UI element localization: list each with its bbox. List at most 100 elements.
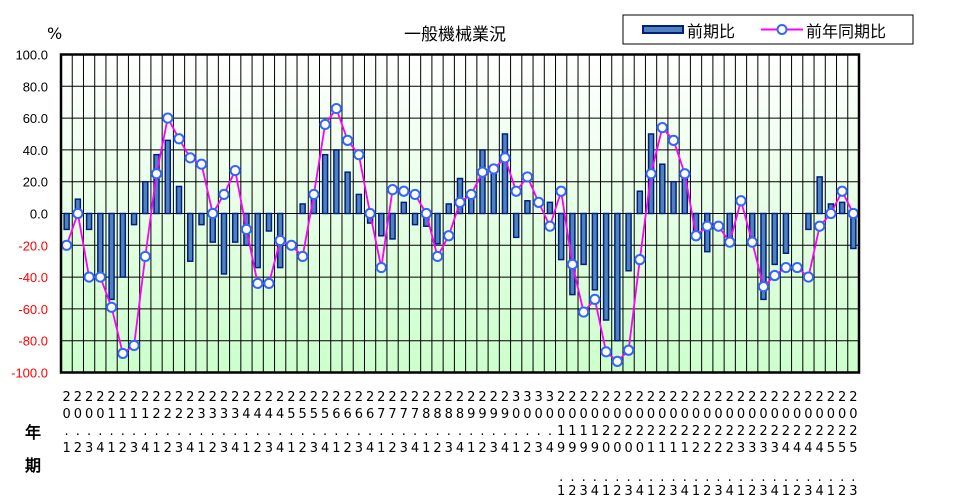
x-tick-label: 27.3 <box>400 390 408 456</box>
line-marker <box>285 239 298 251</box>
x-tick-label: 24.3 <box>265 390 273 456</box>
svg-text:4: 4 <box>186 441 194 456</box>
svg-text:.: . <box>525 424 529 439</box>
svg-text:.: . <box>638 470 642 485</box>
svg-text:.: . <box>110 424 114 439</box>
svg-text:1: 1 <box>62 441 70 456</box>
svg-text:2: 2 <box>714 424 722 439</box>
svg-text:2: 2 <box>782 390 790 405</box>
x-tick-label: 24.4 <box>276 390 284 456</box>
svg-text:.: . <box>671 470 675 485</box>
svg-text:0: 0 <box>85 407 93 422</box>
svg-text:2: 2 <box>388 390 396 405</box>
x-tick-label: 2 0 2 0.1 <box>602 390 610 499</box>
svg-text:3: 3 <box>748 441 756 456</box>
svg-text:1: 1 <box>557 484 565 499</box>
svg-text:2: 2 <box>85 390 93 405</box>
bar <box>614 212 621 342</box>
line-marker <box>263 277 275 290</box>
svg-text:.: . <box>346 424 350 439</box>
svg-text:1: 1 <box>568 424 576 439</box>
svg-text:.: . <box>211 424 215 439</box>
svg-text:2: 2 <box>119 441 127 456</box>
svg-text:.: . <box>199 424 203 439</box>
x-tick-label: 28.2 <box>433 390 441 456</box>
svg-text:.: . <box>447 424 451 439</box>
svg-text:.: . <box>256 424 260 439</box>
svg-text:2: 2 <box>377 390 385 405</box>
x-tick-label: 29.2 <box>478 390 486 456</box>
svg-text:2: 2 <box>849 424 857 439</box>
svg-text:2: 2 <box>624 390 632 405</box>
svg-text:5: 5 <box>299 407 307 422</box>
svg-text:3: 3 <box>579 484 587 499</box>
line-marker <box>218 188 230 201</box>
svg-text:2: 2 <box>96 390 104 405</box>
svg-text:7: 7 <box>377 407 385 422</box>
svg-text:1: 1 <box>332 441 340 456</box>
svg-text:3: 3 <box>737 441 745 456</box>
x-tick-label: 23.2 <box>209 390 217 456</box>
svg-text:2: 2 <box>62 390 70 405</box>
svg-text:2: 2 <box>658 484 666 499</box>
svg-text:2: 2 <box>703 441 711 456</box>
x-tick-label: 21.4 <box>141 390 149 456</box>
line-marker <box>589 293 601 305</box>
svg-text:2: 2 <box>647 424 655 439</box>
svg-text:1: 1 <box>782 484 790 499</box>
svg-text:8: 8 <box>422 407 430 422</box>
svg-text:1: 1 <box>422 441 430 456</box>
bar <box>175 185 183 215</box>
svg-text:0: 0 <box>658 407 666 422</box>
svg-text:.: . <box>851 470 855 485</box>
svg-text:.: . <box>390 424 394 439</box>
svg-text:2: 2 <box>299 390 307 405</box>
svg-text:2: 2 <box>332 390 340 405</box>
svg-text:4: 4 <box>265 407 273 422</box>
svg-text:.: . <box>716 470 720 485</box>
svg-text:0: 0 <box>62 407 70 422</box>
plot-frame <box>59 53 861 374</box>
svg-text:.: . <box>233 424 237 439</box>
bar <box>344 171 351 215</box>
svg-text:2: 2 <box>422 390 430 405</box>
svg-text:7: 7 <box>400 407 408 422</box>
line-marker <box>150 168 163 180</box>
line-marker <box>252 277 264 290</box>
line-marker <box>274 234 286 247</box>
svg-text:2: 2 <box>478 390 486 405</box>
svg-text:3: 3 <box>400 441 408 456</box>
line-marker <box>555 185 567 197</box>
x-tick-label: 20.1 <box>62 390 70 456</box>
svg-text:1: 1 <box>602 484 610 499</box>
line-marker <box>94 271 106 283</box>
x-tick-label: 29.1 <box>467 390 475 456</box>
x-tick-label: 2 0 2 0.4 <box>636 390 644 499</box>
svg-text:0: 0 <box>602 441 610 456</box>
svg-text:2: 2 <box>175 390 183 405</box>
bar <box>771 212 778 266</box>
svg-text:.: . <box>379 424 383 439</box>
svg-text:5: 5 <box>287 407 295 422</box>
svg-text:2: 2 <box>782 424 790 439</box>
svg-text:.: . <box>121 424 125 439</box>
svg-text:2: 2 <box>692 441 700 456</box>
svg-text:3: 3 <box>197 407 205 422</box>
svg-text:0: 0 <box>602 407 610 422</box>
svg-text:.: . <box>840 470 844 485</box>
y-tick-label: 100.0 <box>15 48 48 63</box>
svg-text:.: . <box>143 424 147 439</box>
bar <box>782 212 790 254</box>
svg-text:2: 2 <box>568 390 576 405</box>
svg-text:2: 2 <box>602 424 610 439</box>
svg-text:0: 0 <box>624 441 632 456</box>
svg-text:.: . <box>818 470 822 485</box>
line-marker <box>724 236 736 248</box>
svg-text:2: 2 <box>343 441 351 456</box>
x-tick-label: 26.1 <box>332 390 340 456</box>
x-tick-label: 21.1 <box>107 390 115 456</box>
svg-text:1: 1 <box>152 441 160 456</box>
svg-text:0: 0 <box>726 407 734 422</box>
